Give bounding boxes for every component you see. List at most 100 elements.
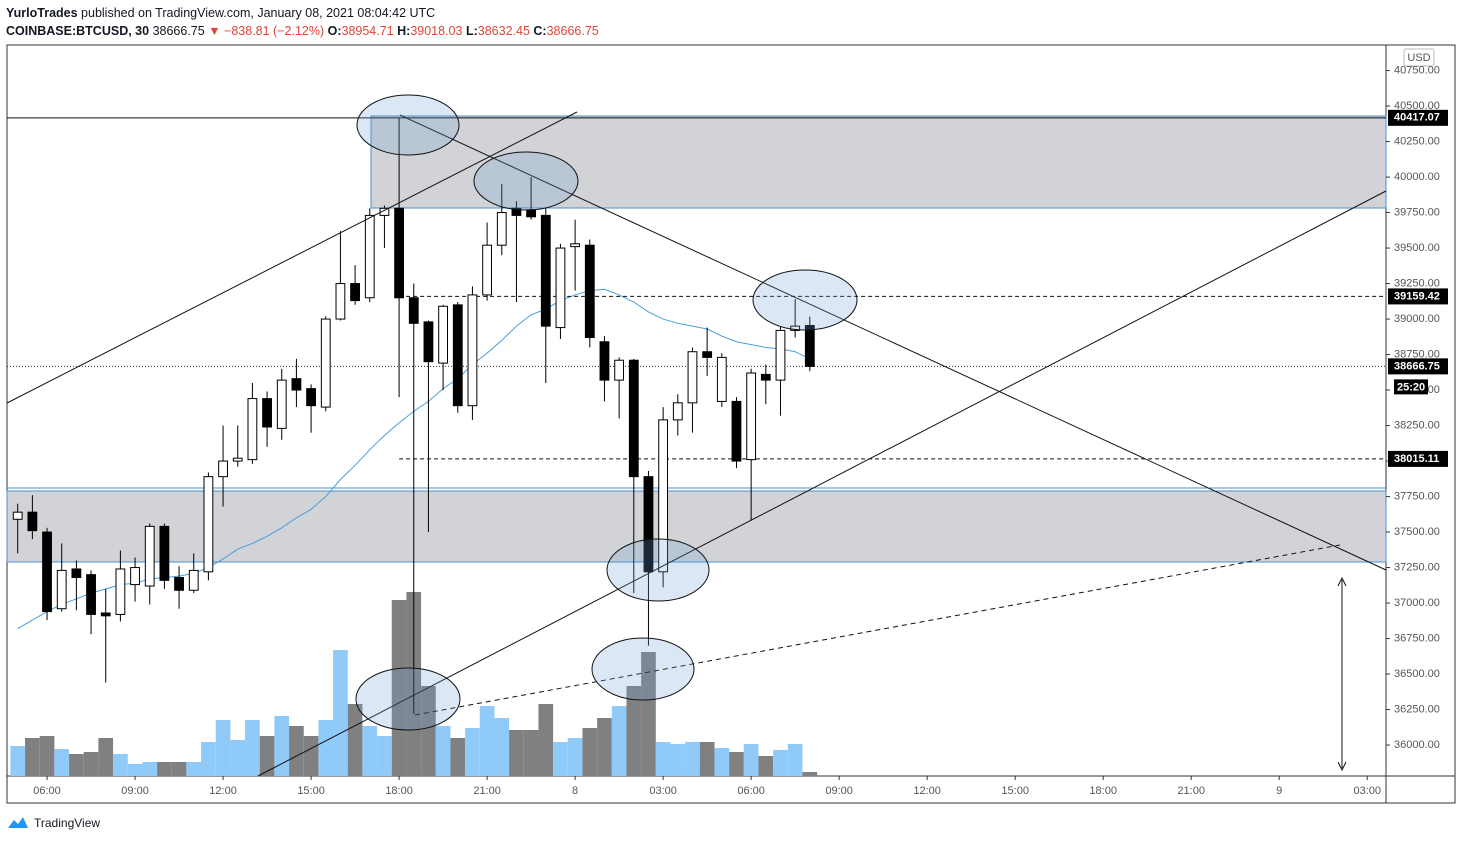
volume-bar [347,704,363,776]
h-label: H: [397,24,411,38]
volume-bar [303,736,319,776]
volume-bar [465,728,480,776]
candle-body [643,476,654,573]
h-value: 39018.03 [410,24,463,38]
volume-bar [10,746,26,776]
candle-body [760,373,771,381]
volume-bar [509,730,524,776]
candle-body [394,207,404,299]
volume-bar [450,738,466,776]
candle-body [672,402,683,421]
volume-bar [494,718,510,776]
highlight [355,667,461,731]
arrow: ▼ [208,24,221,38]
x-tick-label: 8 [572,785,578,797]
y-tick-label: 40000.00 [1394,171,1440,183]
candle-body [804,324,815,367]
volume-bar [626,686,642,776]
volume-bar [787,744,803,776]
volume-bar [259,736,275,776]
candle-body [408,297,419,324]
candle-body [350,283,360,302]
y-tick-label: 37000.00 [1394,597,1440,609]
l-label: L: [465,24,478,38]
y-tick-label: 37750.00 [1394,490,1440,502]
candle-body [188,569,199,591]
candle-body [335,283,346,320]
volume-bar [714,748,730,776]
candle-body [790,325,801,331]
volume-bar [25,738,40,776]
volume-bar [538,704,554,776]
y-tick-label: 38250.00 [1394,419,1440,431]
volume-bar [362,726,378,776]
c-label: C: [533,24,547,38]
candle-body [452,304,463,407]
candle-body [716,356,727,402]
volume-bar [802,772,818,776]
y-tick-label: 38750.00 [1394,348,1440,360]
y-tick-label: 37250.00 [1394,561,1440,573]
highlight [606,538,710,602]
publisher-line: YurloTrades published on TradingView.com… [6,4,599,22]
volume-bar [215,720,231,776]
countdown-box [1394,379,1428,395]
candle-body [775,329,786,381]
volume-bar [318,720,334,776]
candle-body [12,511,23,520]
volume-bar [670,744,686,776]
level-label: 39159.42 [1394,290,1440,302]
volume-bar [274,716,290,776]
candle-body [746,372,757,461]
symbol: COINBASE:BTCUSD, 30 [6,24,150,38]
y-tick-label: 36000.00 [1394,739,1440,751]
highlight [473,151,579,211]
candle-body [467,294,478,407]
o-value: 38954.71 [341,24,394,38]
volume-bar [333,650,348,776]
last-price-label-box [1388,358,1448,375]
y-tick-label: 39500.00 [1394,242,1440,254]
candle-body [27,511,38,532]
candle-body [174,576,184,591]
y-tick-label: 39000.00 [1394,313,1440,325]
volume-bar [743,744,759,776]
candle-body [687,351,698,404]
candle-body [71,568,82,578]
volume-bar [98,738,114,776]
volume-bar [39,736,55,776]
x-tick-label: 18:00 [385,785,413,797]
x-tick-label: 18:00 [1089,785,1117,797]
y-tick-label: 40500.00 [1394,100,1440,112]
c-value: 38666.75 [546,24,599,38]
volume-bar [611,706,627,776]
y-tick-label: 36250.00 [1394,703,1440,715]
y-tick-label: 37500.00 [1394,526,1440,538]
volume-bar [54,749,70,776]
drawings [6,94,1387,777]
volume-bar [773,750,788,776]
volume-bar [435,726,451,776]
candles [12,117,815,714]
x-tick-label: 06:00 [33,785,61,797]
x-tick-label: 12:00 [209,785,237,797]
y-tick-label: 36500.00 [1394,668,1440,680]
volume-bar [729,752,744,776]
y-tick-label: 40750.00 [1394,64,1440,76]
currency: USD [1407,52,1430,64]
candle-body [482,244,493,296]
level-label: 38015.11 [1394,453,1439,465]
y-tick-label: 39250.00 [1394,277,1440,289]
volume-bar [142,762,158,776]
countdown: 25:20 [1397,381,1425,393]
x-tick-label: 06:00 [737,785,765,797]
x-tick-label: 21:00 [473,785,501,797]
candle-body [130,567,140,586]
candle-body [276,379,287,429]
volume [10,592,818,776]
volume-bar [421,686,436,776]
x-tick-label: 09:00 [121,785,149,797]
o-label: O: [327,24,342,38]
candle-body [86,574,96,615]
